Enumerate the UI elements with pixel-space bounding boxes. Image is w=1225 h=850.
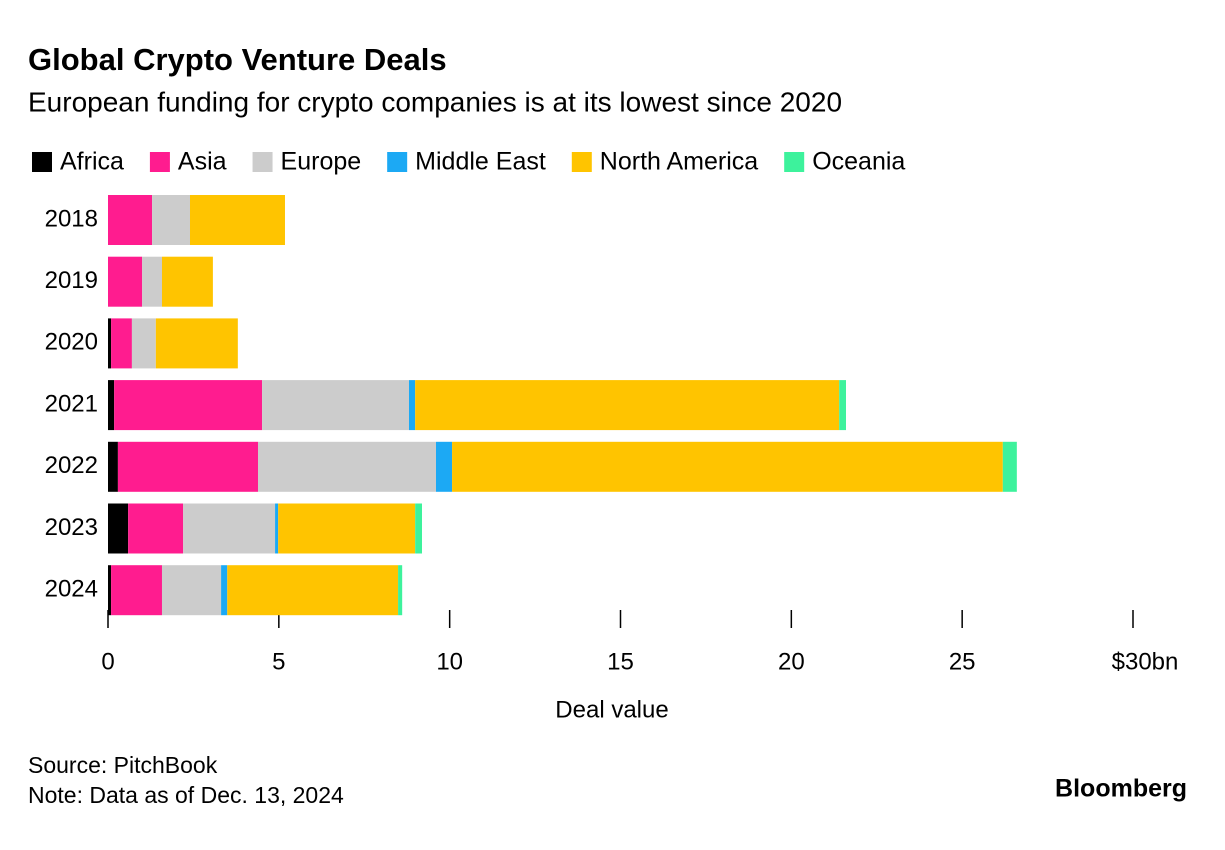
x-tick-label: 25	[949, 648, 976, 675]
legend-swatch	[32, 152, 52, 172]
x-tick-label: 0	[101, 648, 114, 675]
bar-segment	[839, 380, 846, 431]
x-tick-label: 10	[436, 648, 463, 675]
bar-segment	[117, 441, 258, 492]
bar-segment	[161, 565, 222, 616]
legend-label: Oceania	[812, 148, 905, 176]
bar-segment	[128, 503, 184, 554]
x-tick-label: 20	[778, 648, 805, 675]
bar-segment	[227, 565, 399, 616]
x-axis-label: Deal value	[555, 696, 668, 723]
x-tick-label: 5	[272, 648, 285, 675]
bar-segment	[1002, 441, 1017, 492]
bar-segment	[257, 441, 436, 492]
legend-swatch	[571, 152, 592, 172]
bar-segment	[111, 565, 162, 616]
legend-label: Europe	[281, 148, 362, 176]
y-tick-label: 2024	[45, 576, 98, 603]
y-tick-label: 2020	[45, 329, 98, 356]
bar-segment	[278, 503, 416, 554]
bar-segment	[275, 503, 279, 554]
bar-segment	[183, 503, 276, 554]
bar-segment	[131, 318, 156, 369]
legend-label: North America	[600, 148, 758, 176]
bar-segment	[108, 441, 118, 492]
bar-segment	[108, 503, 129, 554]
bar-segment	[452, 441, 1003, 492]
bar-segment	[398, 565, 403, 616]
legend-label: Asia	[178, 148, 227, 176]
y-tick-label: 2019	[45, 267, 98, 294]
bar-segment	[155, 318, 238, 369]
bar-segment	[111, 318, 132, 369]
bar-segment	[415, 380, 840, 431]
y-tick-label: 2022	[45, 452, 98, 479]
bar-segment	[108, 380, 115, 431]
legend-label: Africa	[60, 148, 124, 176]
legend-swatch	[252, 152, 273, 172]
note: Note: Data as of Dec. 13, 2024	[28, 782, 344, 808]
y-tick-label: 2023	[45, 514, 98, 541]
bar-segment	[409, 380, 416, 431]
bar-segment	[114, 380, 263, 431]
bar-segment	[415, 503, 422, 554]
legend-swatch	[149, 152, 170, 172]
legend-swatch	[387, 152, 408, 172]
bar-segment	[142, 256, 162, 307]
bar-segment	[262, 380, 410, 431]
bar-segment	[190, 195, 285, 245]
y-tick-label: 2021	[45, 390, 98, 417]
chart-title: Global Crypto Venture Deals	[28, 42, 447, 77]
logo: Bloomberg	[1055, 775, 1187, 803]
chart-subtitle: European funding for crypto companies is…	[28, 86, 842, 117]
y-tick-label: 2018	[45, 205, 98, 232]
x-tick-label: $30bn	[1112, 648, 1179, 675]
legend-swatch	[784, 152, 805, 172]
bar-segment	[108, 195, 153, 245]
source: Source: PitchBook	[28, 752, 218, 778]
x-tick-label: 15	[607, 648, 634, 675]
bar-segment	[161, 256, 213, 307]
bar-segment	[152, 195, 190, 245]
bar-segment	[108, 318, 112, 369]
bar-segment	[436, 441, 453, 492]
legend-label: Middle East	[415, 148, 546, 176]
bar-segment	[108, 256, 143, 307]
bar-segment	[108, 565, 112, 616]
bar-segment	[221, 565, 228, 616]
